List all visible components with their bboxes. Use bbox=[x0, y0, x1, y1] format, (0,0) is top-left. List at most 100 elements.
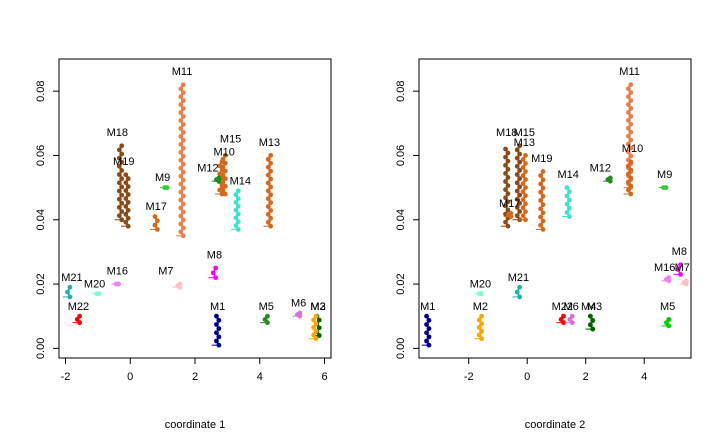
data-point bbox=[180, 233, 186, 239]
data-point bbox=[517, 294, 523, 300]
data-point bbox=[505, 183, 511, 188]
branch-label: M19 bbox=[113, 156, 134, 168]
data-point bbox=[119, 151, 125, 157]
data-point bbox=[523, 193, 528, 199]
branch-label: M3 bbox=[587, 301, 602, 313]
data-point bbox=[268, 184, 274, 190]
data-point bbox=[219, 183, 225, 189]
data-point bbox=[514, 163, 520, 169]
branch-label: M6 bbox=[563, 301, 578, 313]
y-tick-label: 0.04 bbox=[35, 209, 47, 230]
data-point bbox=[268, 223, 274, 229]
data-point bbox=[424, 330, 429, 336]
data-point bbox=[67, 294, 73, 300]
data-point bbox=[154, 218, 160, 224]
data-point bbox=[233, 215, 239, 221]
data-point bbox=[538, 222, 544, 228]
data-point bbox=[216, 326, 222, 332]
data-point bbox=[520, 213, 526, 219]
data-point bbox=[219, 191, 225, 197]
chart-panel-right: -2 0 2 4 0.00 0.02 0.04 0.06 0.08 coordinate 2 M11… bbox=[395, 58, 692, 431]
data-point bbox=[125, 176, 131, 182]
data-point bbox=[217, 187, 223, 193]
data-point bbox=[625, 163, 631, 169]
x-tick-label: 0 bbox=[524, 371, 530, 383]
data-point bbox=[152, 214, 158, 219]
data-point bbox=[628, 82, 634, 88]
data-point bbox=[625, 171, 631, 177]
data-point bbox=[125, 223, 131, 229]
data-point bbox=[178, 205, 184, 211]
data-point bbox=[625, 179, 631, 185]
x-tick-label: -2 bbox=[464, 371, 474, 383]
data-point bbox=[268, 208, 274, 213]
branch-label: M8 bbox=[672, 246, 687, 258]
data-point bbox=[265, 211, 271, 217]
data-point bbox=[628, 137, 634, 143]
branch-label: M12 bbox=[590, 163, 611, 175]
data-point bbox=[424, 338, 429, 344]
data-point bbox=[65, 289, 70, 295]
data-point bbox=[505, 191, 511, 197]
data-point bbox=[213, 275, 219, 281]
data-point bbox=[523, 169, 528, 174]
branch-label: M10 bbox=[622, 143, 643, 155]
data-point bbox=[426, 326, 432, 332]
data-point bbox=[119, 176, 125, 182]
data-point bbox=[178, 213, 184, 219]
data-point bbox=[540, 226, 546, 232]
data-point bbox=[678, 262, 683, 268]
plot-frame bbox=[58, 58, 332, 359]
data-point bbox=[678, 272, 683, 277]
data-point bbox=[566, 205, 572, 211]
data-point bbox=[520, 181, 526, 186]
data-point bbox=[222, 153, 228, 158]
data-point bbox=[514, 147, 520, 153]
data-point bbox=[514, 213, 520, 219]
data-point bbox=[180, 82, 186, 88]
branch-label: M20 bbox=[470, 278, 491, 290]
data-point bbox=[523, 177, 528, 182]
data-point bbox=[125, 200, 131, 205]
data-point bbox=[517, 168, 523, 173]
data-point bbox=[514, 155, 520, 161]
data-point bbox=[625, 117, 631, 123]
branch-label: M2 bbox=[473, 301, 488, 313]
data-point bbox=[217, 171, 223, 177]
data-point bbox=[503, 146, 508, 152]
data-point bbox=[569, 313, 575, 319]
data-point bbox=[178, 229, 184, 235]
data-point bbox=[67, 284, 73, 290]
data-point bbox=[628, 90, 634, 96]
data-point bbox=[538, 189, 544, 195]
data-point bbox=[265, 204, 271, 209]
data-point bbox=[566, 214, 572, 219]
data-point bbox=[538, 181, 544, 187]
data-point bbox=[590, 326, 596, 332]
branch-label: M12 bbox=[197, 163, 218, 175]
data-point bbox=[625, 133, 631, 139]
data-point bbox=[265, 188, 271, 194]
data-point bbox=[625, 149, 631, 155]
data-point bbox=[625, 187, 631, 193]
data-point bbox=[520, 205, 526, 211]
data-point bbox=[219, 167, 225, 173]
x-tick-label: 2 bbox=[192, 371, 198, 383]
data-point bbox=[523, 201, 528, 207]
data-point bbox=[178, 110, 184, 115]
data-point bbox=[424, 313, 429, 319]
data-point bbox=[479, 321, 485, 327]
data-point bbox=[235, 211, 241, 217]
data-point bbox=[178, 157, 184, 163]
data-point bbox=[268, 200, 274, 206]
data-point bbox=[216, 175, 222, 181]
data-point bbox=[123, 203, 129, 209]
branch-label: M16 bbox=[654, 262, 675, 274]
data-point bbox=[313, 313, 319, 319]
data-point bbox=[426, 342, 432, 348]
data-point bbox=[503, 219, 508, 225]
data-point bbox=[268, 168, 274, 174]
data-point bbox=[514, 205, 520, 210]
data-point bbox=[514, 172, 520, 177]
